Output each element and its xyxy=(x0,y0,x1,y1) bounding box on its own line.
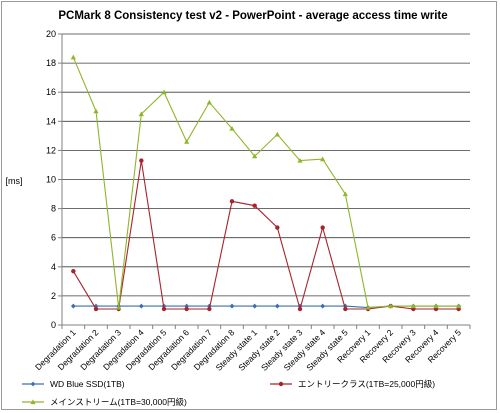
data-point-series-3 xyxy=(388,303,394,309)
data-point-series-2 xyxy=(252,203,257,208)
data-point-series-2 xyxy=(275,225,280,230)
y-tick-label: 6 xyxy=(51,233,56,243)
legend-marker-1 xyxy=(30,381,36,387)
data-point-series-2 xyxy=(297,306,303,312)
data-point-series-2 xyxy=(93,306,99,312)
data-point-series-3 xyxy=(252,153,258,159)
data-point-series-3 xyxy=(229,125,235,131)
legend-label-1: WD Blue SSD(1TB) xyxy=(50,379,125,389)
y-tick-label: 18 xyxy=(46,58,56,68)
data-point-series-3 xyxy=(410,303,416,309)
data-point-series-3 xyxy=(342,191,348,197)
data-point-series-3 xyxy=(93,108,99,114)
data-point-series-1 xyxy=(138,303,144,309)
y-tick-label: 2 xyxy=(51,291,56,301)
y-axis-label: [ms] xyxy=(6,176,23,186)
data-point-series-2 xyxy=(207,306,212,312)
y-tick-label: 16 xyxy=(46,87,56,97)
legend: WD Blue SSD(1TB) エントリークラス(1TB=25,000円級) メイ… xyxy=(22,379,435,407)
data-point-series-1 xyxy=(320,303,326,309)
legend-label-2: エントリークラス(1TB=25,000円級) xyxy=(298,379,435,389)
data-point-series-2 xyxy=(229,199,235,204)
chart-title: PCMark 8 Consistency test v2 - PowerPoin… xyxy=(58,10,447,22)
data-point-series-1 xyxy=(252,303,258,309)
y-tick-label: 8 xyxy=(51,204,56,214)
data-point-series-3 xyxy=(433,303,439,309)
data-point-series-2 xyxy=(343,306,348,312)
legend-marker-2 xyxy=(278,381,284,387)
y-tick-label: 12 xyxy=(46,145,56,155)
y-tick-label: 14 xyxy=(46,116,56,126)
data-point-series-1 xyxy=(70,303,76,309)
data-point-series-2 xyxy=(71,268,76,274)
data-point-series-1 xyxy=(274,303,280,309)
data-point-series-3 xyxy=(161,89,167,95)
data-point-series-2 xyxy=(139,158,144,163)
data-point-series-3 xyxy=(138,111,144,117)
data-point-series-3 xyxy=(206,99,212,105)
series-line-3 xyxy=(72,57,459,309)
data-point-series-3 xyxy=(184,139,190,144)
data-point-series-2 xyxy=(161,306,167,312)
data-point-series-3 xyxy=(70,54,76,60)
data-point-series-2 xyxy=(184,306,189,312)
legend-label-3: メインストリーム(1TB=30,000円級) xyxy=(50,397,187,407)
data-point-series-3 xyxy=(320,156,326,162)
data-point-series-1 xyxy=(229,303,235,309)
data-point-series-3 xyxy=(456,303,462,309)
data-point-series-3 xyxy=(365,304,371,310)
y-tick-label: 4 xyxy=(51,262,56,272)
y-tick-label: 10 xyxy=(46,175,56,185)
y-tick-label: 0 xyxy=(51,320,56,330)
data-point-series-3 xyxy=(274,131,280,137)
legend-marker-3 xyxy=(30,399,36,405)
data-point-series-2 xyxy=(320,225,325,230)
data-point-series-3 xyxy=(297,157,303,163)
data-point-series-3 xyxy=(116,304,122,310)
y-tick-label: 20 xyxy=(46,29,56,39)
